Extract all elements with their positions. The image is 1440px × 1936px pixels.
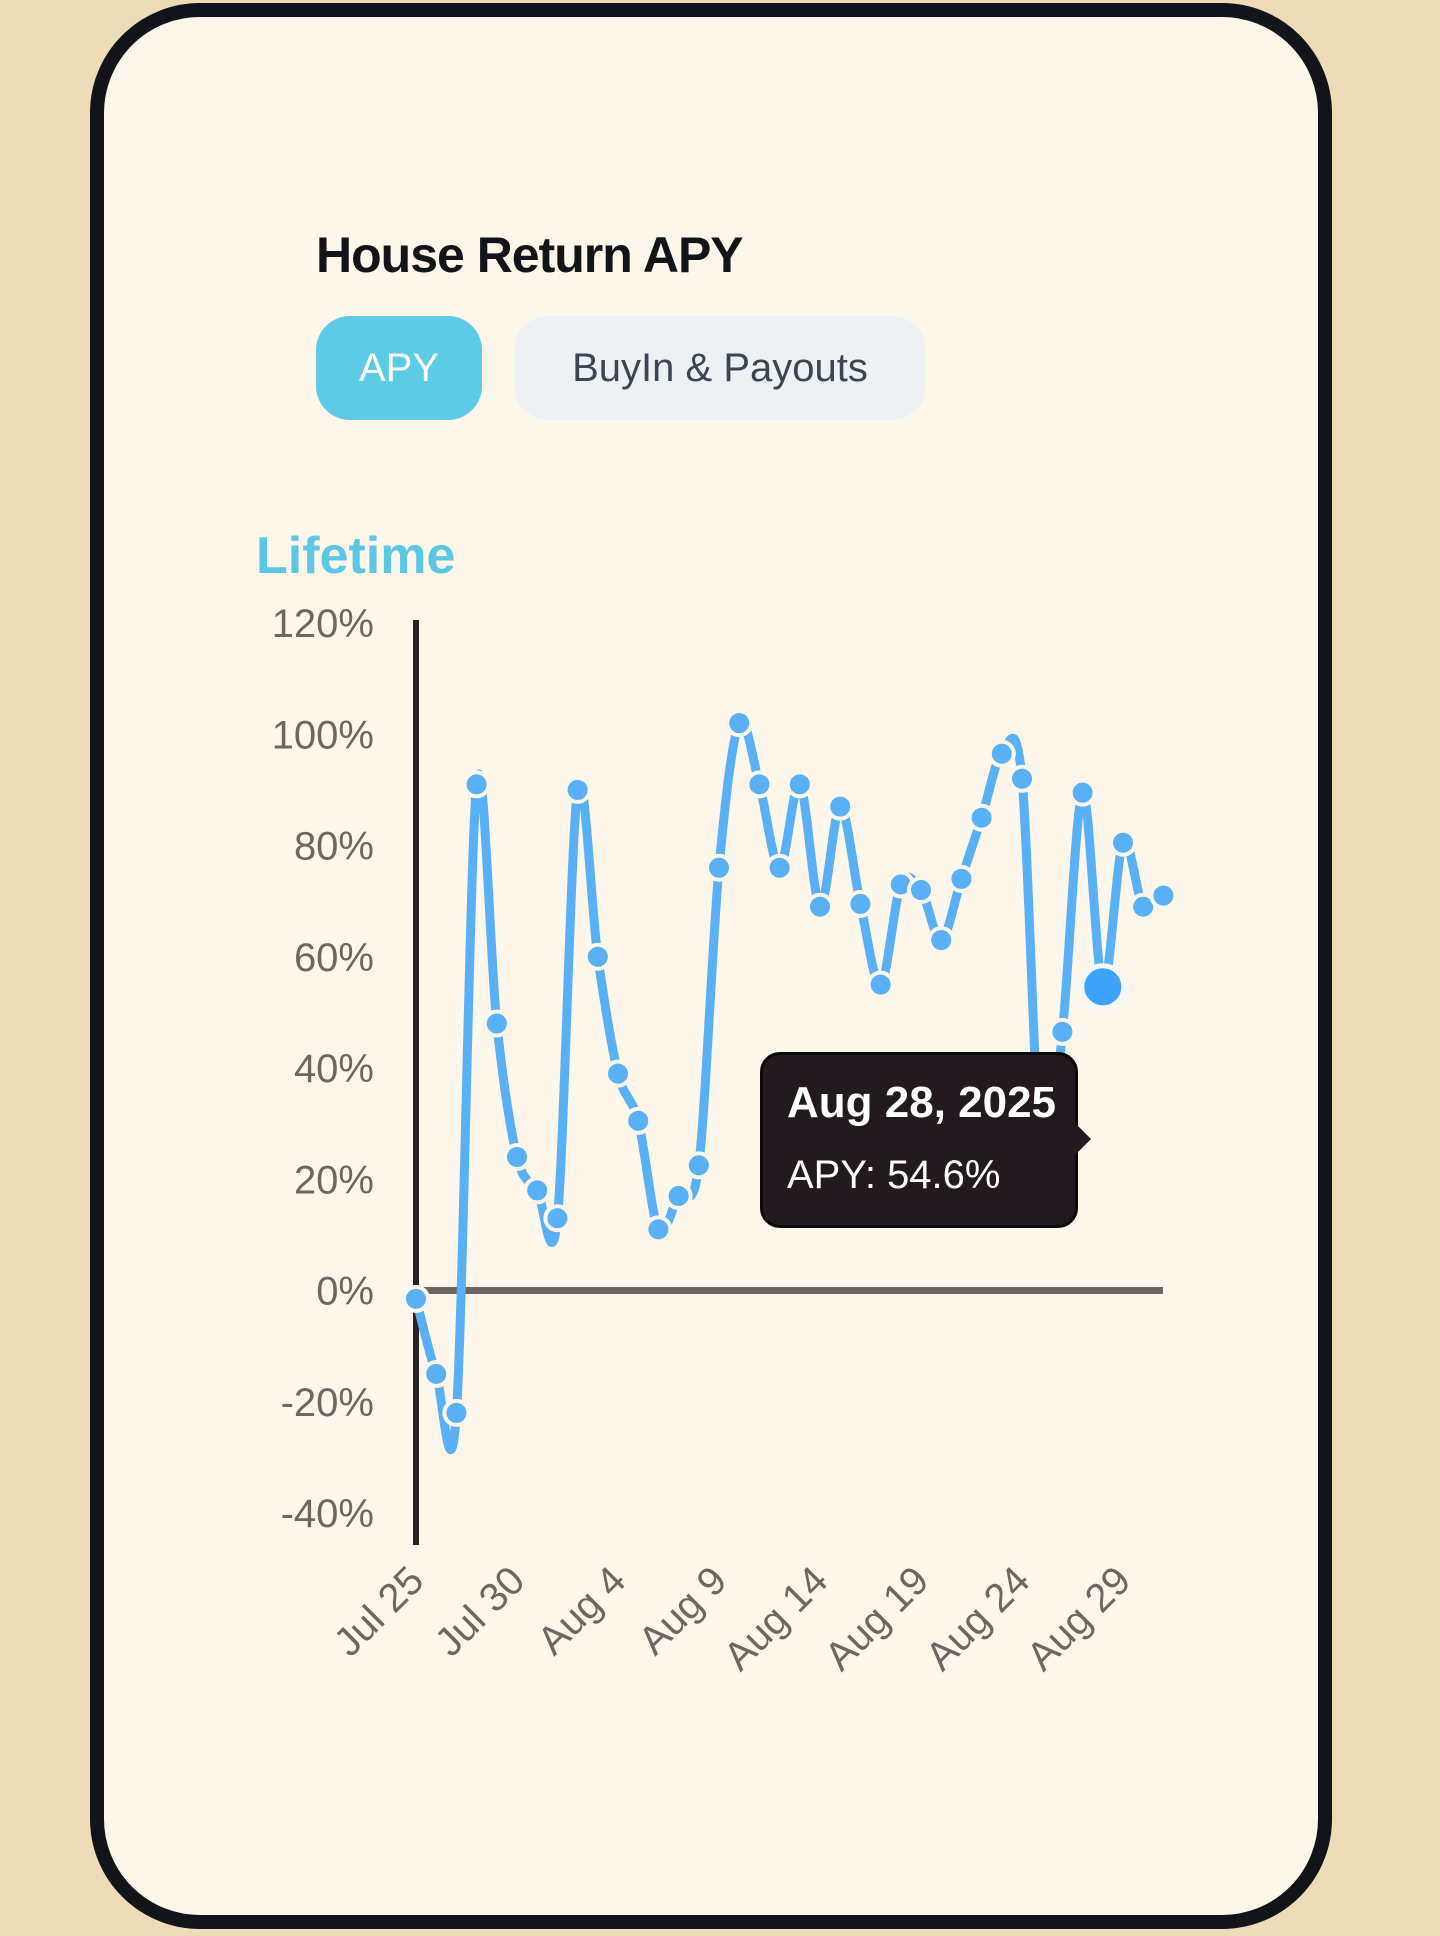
y-tick-label: 0% — [316, 1270, 374, 1314]
data-point[interactable] — [705, 853, 733, 882]
chart-tooltip: Aug 28, 2025 APY: 54.6% — [760, 1052, 1091, 1228]
x-tick-label: Jul 30 — [427, 1558, 534, 1665]
range-label: Lifetime — [256, 527, 456, 585]
data-point[interactable] — [503, 1143, 531, 1171]
data-point[interactable] — [947, 864, 976, 893]
data-point[interactable] — [523, 1176, 552, 1205]
data-point[interactable] — [1109, 828, 1137, 857]
data-point[interactable] — [462, 770, 491, 799]
data-point[interactable] — [826, 792, 855, 821]
data-point[interactable] — [482, 1009, 511, 1038]
tooltip-label: APY: — [787, 1153, 888, 1197]
data-point[interactable] — [1149, 881, 1178, 910]
data-point[interactable] — [684, 1151, 713, 1180]
data-point[interactable] — [664, 1181, 693, 1210]
x-tick-label: Jul 25 — [326, 1558, 433, 1665]
data-point[interactable] — [1068, 778, 1097, 807]
data-point[interactable] — [543, 1204, 572, 1233]
tab-buyin-payouts[interactable]: BuyIn & Payouts — [514, 316, 926, 420]
data-point[interactable] — [422, 1359, 451, 1388]
data-point[interactable] — [866, 970, 895, 999]
y-tick-label: 20% — [294, 1158, 374, 1202]
tooltip-value: 54.6% — [887, 1153, 1001, 1197]
x-tick-label: Aug 19 — [817, 1558, 938, 1679]
y-tick-label: 60% — [294, 936, 374, 980]
data-point[interactable] — [907, 876, 935, 904]
x-tick-label: Aug 24 — [918, 1558, 1039, 1679]
y-tick-label: 40% — [294, 1047, 374, 1091]
data-point[interactable] — [765, 853, 794, 882]
y-tick-label: 100% — [272, 713, 374, 757]
data-point[interactable] — [987, 739, 1016, 768]
x-tick-label: Aug 29 — [1019, 1558, 1140, 1679]
x-tick-label: Aug 14 — [716, 1558, 837, 1679]
y-tick-label: 80% — [294, 825, 374, 869]
data-point[interactable] — [624, 1106, 653, 1135]
data-point[interactable] — [402, 1284, 430, 1313]
data-point[interactable] — [563, 775, 592, 804]
page-title: House Return APY — [316, 227, 744, 283]
data-point[interactable] — [745, 770, 774, 799]
y-tick-label: -20% — [281, 1381, 374, 1425]
data-point[interactable] — [1048, 1017, 1077, 1046]
data-point[interactable] — [644, 1215, 673, 1244]
data-point[interactable] — [967, 803, 996, 832]
data-point[interactable] — [725, 709, 754, 738]
x-tick-label: Aug 4 — [529, 1558, 634, 1663]
data-point[interactable] — [785, 770, 814, 799]
data-point[interactable] — [583, 942, 612, 971]
y-tick-label: 120% — [272, 602, 374, 646]
tab-apy[interactable]: APY — [316, 316, 482, 420]
y-tick-label: -40% — [281, 1492, 374, 1536]
data-point[interactable] — [846, 889, 875, 918]
data-point[interactable] — [604, 1059, 632, 1088]
data-point[interactable] — [1008, 764, 1036, 793]
data-point[interactable] — [442, 1398, 471, 1427]
data-point[interactable] — [806, 892, 834, 921]
highlighted-data-point[interactable] — [1079, 963, 1127, 1011]
tooltip-value-row: APY: 54.6% — [787, 1149, 1075, 1201]
tooltip-date: Aug 28, 2025 — [787, 1078, 1057, 1127]
data-point[interactable] — [927, 926, 956, 955]
